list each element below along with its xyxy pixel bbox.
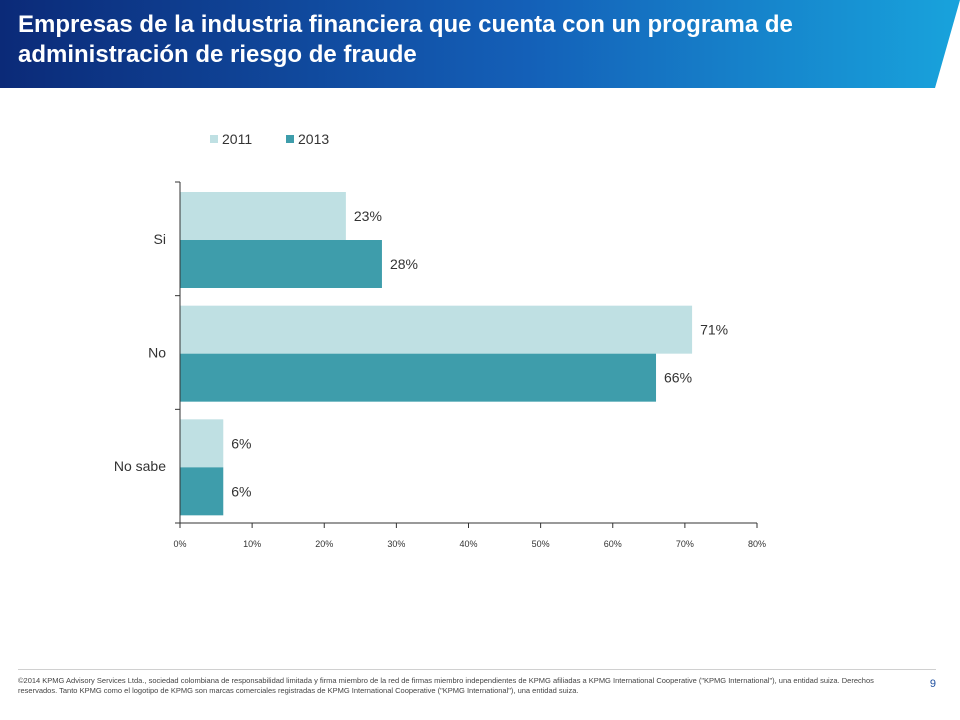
bar-chart: 2011 2013 23% 28% 71% 66% 6% 6% Si No No sabe 0% 1… (114, 131, 766, 549)
chart-legend: 2011 2013 (210, 131, 329, 147)
x-tick-label: 20% (315, 539, 333, 549)
value-label-no-sabe-2013: 6% (231, 483, 251, 499)
chart-axes: Si No No sabe 0% 10% 20% 30% 40% 50% 60% 70% 80% (114, 181, 766, 549)
x-tick-label: 50% (532, 539, 550, 549)
x-tick-label: 40% (459, 539, 477, 549)
value-label-si-2011: 23% (354, 208, 382, 224)
bar-no-sabe-2013 (180, 467, 224, 516)
footer-divider (18, 669, 936, 670)
value-label-si-2013: 28% (390, 256, 418, 272)
x-tick-label: 30% (387, 539, 405, 549)
bar-si-2011 (180, 192, 346, 240)
category-label-no-sabe: No sabe (114, 458, 166, 474)
bar-si-2013 (180, 240, 382, 288)
x-tick-label: 80% (748, 539, 766, 549)
bar-no-sabe-2011 (180, 419, 224, 468)
page-title: Empresas de la industria financiera que … (18, 11, 793, 68)
legend-label-2011: 2011 (222, 131, 252, 147)
title-banner: Empresas de la industria financiera que … (0, 0, 960, 90)
legend-swatch-2011 (210, 135, 218, 143)
bar-no-2013 (180, 353, 657, 402)
legend-label-2013: 2013 (298, 131, 329, 147)
value-label-no-2013: 66% (664, 370, 692, 386)
bar-no-2011 (180, 305, 693, 354)
page-number: 9 (929, 678, 936, 690)
x-tick-label: 0% (173, 539, 186, 549)
chart-value-labels: 23% 28% 71% 66% 6% 6% (231, 208, 728, 499)
x-tick-label: 60% (604, 539, 622, 549)
chart-bars (180, 192, 693, 516)
category-label-no: No (148, 345, 166, 361)
x-tick-label: 70% (676, 539, 694, 549)
title-banner-background (0, 0, 960, 88)
category-label-si: Si (154, 231, 166, 247)
value-label-no-2011: 71% (700, 322, 728, 338)
value-label-no-sabe-2011: 6% (231, 435, 251, 451)
legend-swatch-2013 (286, 135, 294, 143)
x-tick-label: 10% (243, 539, 261, 549)
footer-copyright: ©2014 KPMG Advisory Services Ltda., soci… (18, 676, 874, 695)
